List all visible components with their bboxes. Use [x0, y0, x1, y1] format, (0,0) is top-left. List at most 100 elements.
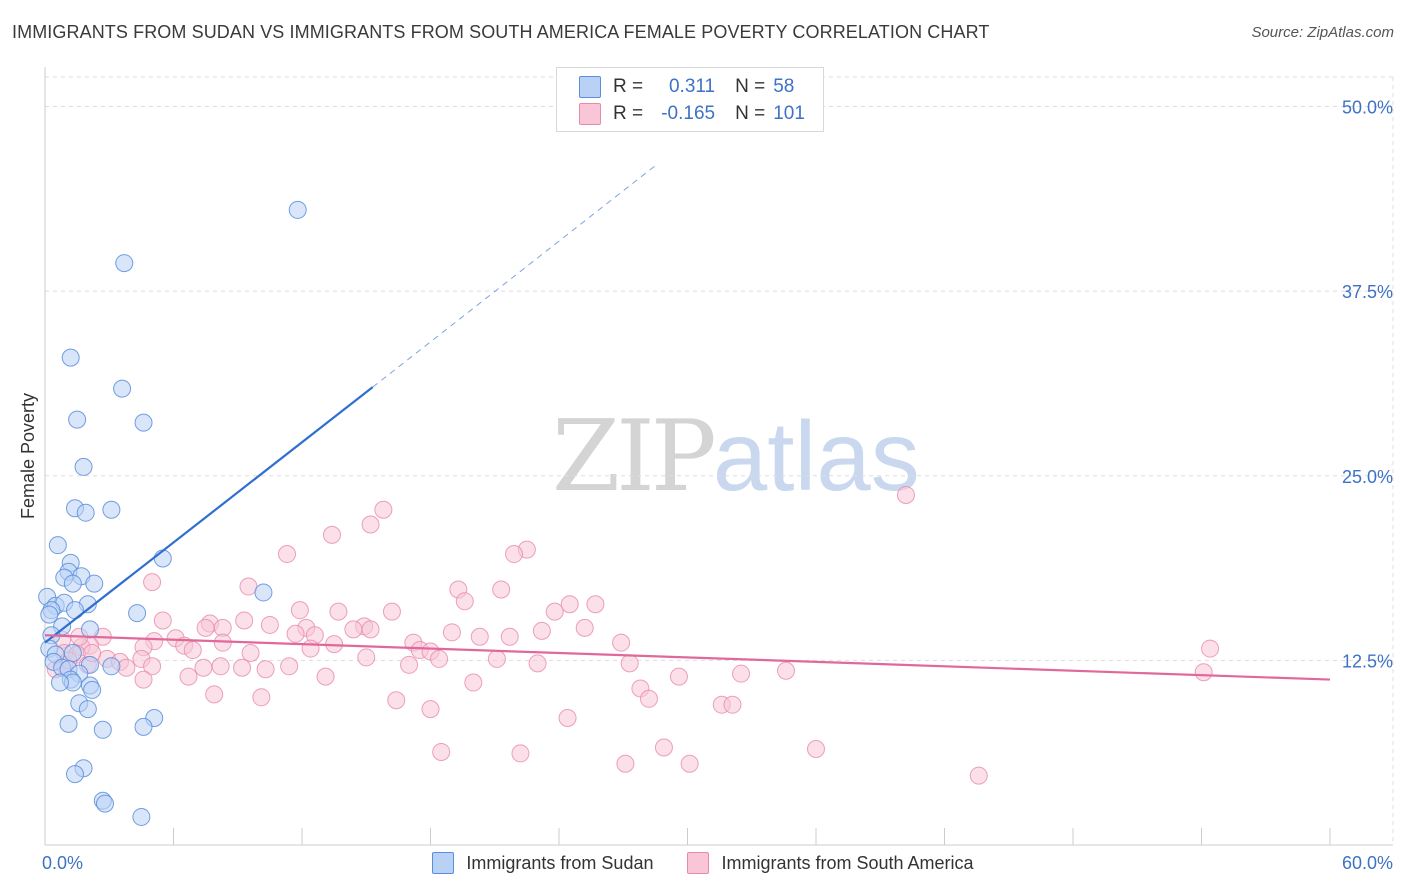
- y-axis-label: Female Poverty: [18, 393, 38, 519]
- south-america-point: [194, 658, 213, 677]
- sudan-trend-line: [44, 386, 374, 644]
- south-america-point: [143, 573, 162, 592]
- legend-r-value: 0.311: [668, 76, 716, 97]
- south-america-point: [400, 655, 419, 674]
- legend-item-sudan[interactable]: Immigrants from Sudan: [432, 852, 653, 874]
- sudan-trend-extension: [372, 165, 656, 388]
- sudan-point: [48, 536, 67, 555]
- south-america-point: [500, 627, 519, 646]
- legend-label-sudan: Immigrants from Sudan: [466, 852, 654, 873]
- y-tick-label: 25.0%: [1342, 467, 1393, 487]
- south-america-point: [357, 648, 376, 667]
- gridlines: [45, 76, 1394, 845]
- south-america-point: [329, 602, 348, 621]
- south-america-point: [290, 601, 309, 620]
- south-america-point: [545, 602, 564, 621]
- sudan-point: [85, 574, 104, 593]
- tick-labels: 12.5% 25.0% 37.5% 50.0% 0.0% 60.0%: [42, 98, 1393, 873]
- watermark-atlas: atlas: [712, 401, 920, 511]
- south-america-point: [732, 664, 751, 683]
- south-america-point: [669, 667, 688, 686]
- y-tick-label: 50.0%: [1342, 98, 1393, 118]
- south-america-point: [558, 708, 577, 727]
- south-america-point: [196, 618, 215, 637]
- south-america-point: [430, 649, 449, 668]
- south-america-point: [560, 595, 579, 614]
- sudan-legend-swatch: [432, 852, 455, 874]
- south-america-point: [211, 657, 230, 676]
- legend-r-label: R =: [613, 103, 644, 124]
- south-america-point: [432, 742, 451, 761]
- legend-r-value: -0.165: [661, 103, 716, 124]
- south-america-point: [470, 627, 489, 646]
- south-america-points: [46, 485, 1220, 785]
- south-america-point: [361, 515, 380, 534]
- sudan-point: [63, 644, 82, 662]
- south-america-point: [239, 577, 258, 596]
- sudan-point: [128, 604, 147, 623]
- south-america-point: [233, 658, 252, 677]
- south-america-point: [153, 611, 172, 630]
- south-america-point: [586, 595, 605, 614]
- south-america-point: [205, 685, 224, 704]
- watermark: ZIPatlas: [552, 400, 920, 514]
- south-america-point: [361, 620, 380, 639]
- axes: [44, 67, 1393, 846]
- south-america-point: [235, 611, 254, 630]
- sudan-point: [65, 765, 84, 784]
- south-america-point: [286, 624, 305, 643]
- south-america-point: [487, 649, 506, 668]
- legend-n-value: 58: [773, 76, 795, 97]
- sudan-point: [115, 254, 134, 273]
- south-america-point: [505, 545, 524, 564]
- sudan-point: [76, 503, 95, 522]
- sudan-point: [132, 807, 151, 826]
- south-america-point: [455, 592, 474, 611]
- south-america-point: [612, 633, 631, 652]
- legend-row-sudan: R = 0.311 N = 58: [579, 74, 794, 100]
- legend-r-label: R =: [613, 76, 644, 97]
- legend-n-label: N =: [735, 103, 766, 124]
- south-america-point: [322, 525, 341, 544]
- south-america-point: [654, 738, 673, 757]
- south-america-point: [260, 615, 279, 634]
- legend-n-label: N =: [735, 76, 766, 97]
- south-america-point: [969, 766, 988, 785]
- south-america-point: [896, 485, 915, 504]
- sudan-point: [134, 717, 153, 736]
- south-america-point: [252, 688, 271, 707]
- south-america-point: [241, 644, 260, 662]
- sudan-point: [80, 620, 99, 639]
- sudan-point: [153, 549, 172, 568]
- south-america-point: [117, 658, 136, 677]
- sudan-point: [134, 413, 153, 432]
- legend-n-value: 101: [773, 103, 805, 124]
- sudan-point: [102, 500, 121, 519]
- legend-item-south-america[interactable]: Immigrants from South America: [687, 852, 974, 874]
- sudan-swatch: [579, 76, 601, 98]
- sudan-points: [38, 200, 307, 826]
- sudan-point: [74, 457, 93, 476]
- south-america-point: [680, 754, 699, 773]
- south-america-point: [777, 661, 796, 680]
- south-america-point: [316, 667, 335, 686]
- south-america-point: [421, 700, 440, 719]
- south-america-point: [280, 657, 299, 676]
- trend-lines: [44, 165, 1331, 681]
- south-america-point: [382, 602, 401, 621]
- legend-row-south-america: R = -0.165 N = 101: [579, 101, 805, 127]
- south-america-point: [532, 621, 551, 640]
- sudan-point: [61, 348, 80, 367]
- sudan-point: [254, 583, 273, 602]
- sudan-point: [59, 714, 78, 733]
- south-america-trend-line: [44, 634, 1331, 681]
- south-america-point: [492, 580, 511, 599]
- legend-label-south-america: Immigrants from South America: [721, 852, 974, 873]
- south-america-point: [511, 744, 530, 763]
- sudan-point: [113, 379, 132, 398]
- chart-title: IMMIGRANTS FROM SUDAN VS IMMIGRANTS FROM…: [12, 22, 990, 42]
- south-america-point: [374, 500, 393, 519]
- south-america-point: [620, 654, 639, 673]
- watermark-zip: ZIP: [552, 400, 717, 514]
